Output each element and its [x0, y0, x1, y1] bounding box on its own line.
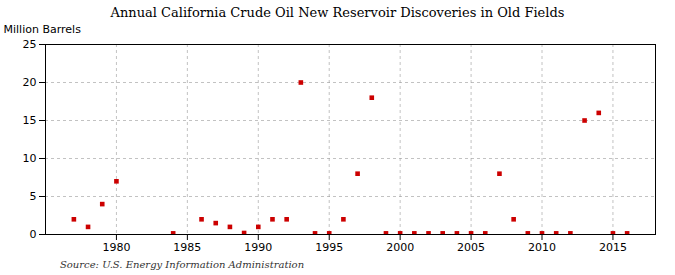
- svg-text:1990: 1990: [244, 241, 272, 254]
- svg-text:2005: 2005: [457, 241, 485, 254]
- svg-text:10: 10: [23, 152, 37, 165]
- svg-text:20: 20: [23, 76, 37, 89]
- svg-text:1995: 1995: [315, 241, 343, 254]
- svg-text:2010: 2010: [528, 241, 556, 254]
- svg-text:Million Barrels: Million Barrels: [4, 23, 82, 36]
- svg-text:25: 25: [23, 38, 37, 51]
- svg-text:0: 0: [30, 228, 37, 241]
- html-text:Annual California Crude Oil Ne: Annual California Crude Oil New Reservoi…: [110, 5, 565, 20]
- svg-text:5: 5: [30, 190, 37, 203]
- svg-text:2000: 2000: [386, 241, 414, 254]
- html-text:Source: U.S. Energy Informatio: Source: U.S. Energy Information Administ…: [60, 259, 305, 270]
- svg-text:15: 15: [23, 114, 37, 127]
- svg-text:1980: 1980: [102, 241, 130, 254]
- svg-text:2015: 2015: [599, 241, 627, 254]
- svg-text:1985: 1985: [173, 241, 201, 254]
